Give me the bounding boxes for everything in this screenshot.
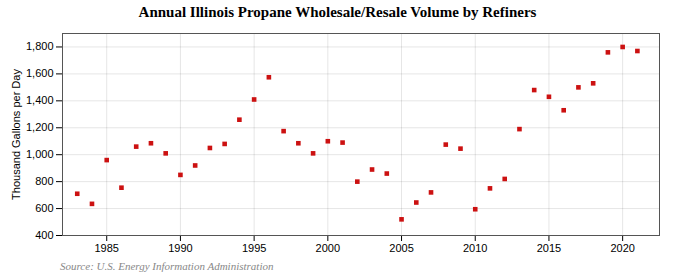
html-text:Annual Illinois Propane Wholes: Annual Illinois Propane Wholesale/Resale… [138,4,537,20]
svg-text:2005: 2005 [389,242,413,254]
svg-text:1,800: 1,800 [26,40,54,52]
svg-text:2020: 2020 [610,242,634,254]
svg-text:2000: 2000 [316,242,340,254]
svg-text:1,200: 1,200 [26,121,54,133]
svg-text:1985: 1985 [94,242,118,254]
svg-text:1990: 1990 [168,242,192,254]
svg-text:1,400: 1,400 [26,94,54,106]
svg-text:400: 400 [35,229,53,241]
svg-text:1,600: 1,600 [26,67,54,79]
html-text:Source: U.S. Energy Informatio: Source: U.S. Energy Information Administ… [60,260,274,272]
svg-text:2010: 2010 [463,242,487,254]
svg-text:600: 600 [35,202,53,214]
svg-text:1,000: 1,000 [26,148,54,160]
svg-text:800: 800 [35,175,53,187]
svg-text:Thousand Gallons per Day: Thousand Gallons per Day [10,69,22,200]
svg-text:1995: 1995 [242,242,266,254]
svg-text:2015: 2015 [537,242,561,254]
